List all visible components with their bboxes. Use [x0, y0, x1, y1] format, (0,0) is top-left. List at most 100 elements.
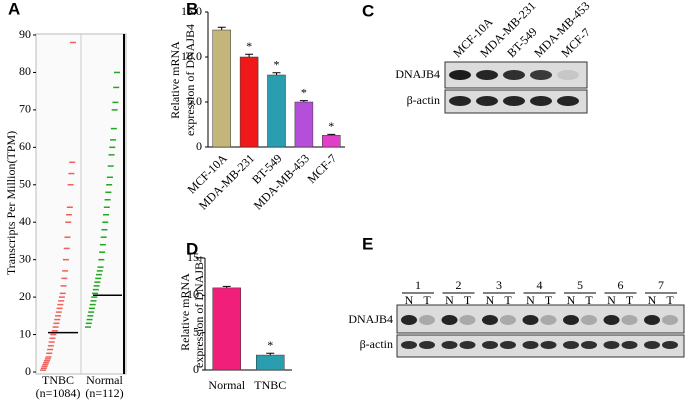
bar: [267, 74, 286, 148]
panel-letter: B: [186, 0, 198, 18]
y-tick-label: 10: [187, 287, 199, 301]
band: [621, 315, 638, 325]
panel-letter: E: [362, 234, 373, 253]
bar: [212, 287, 241, 371]
band: [581, 315, 597, 325]
y-tick-label: 40: [19, 214, 31, 228]
lane-label: T: [545, 293, 553, 307]
band: [419, 315, 435, 325]
lane-label: N: [526, 293, 535, 307]
y-tick-label: 10.0: [181, 49, 202, 63]
blot-row: [396, 334, 685, 358]
lane-label: N: [648, 293, 657, 307]
band: [522, 341, 539, 349]
y-axis-label: Relative mRNA: [168, 41, 182, 119]
band: [401, 341, 417, 349]
y-axis-label: Transcripts Per Million(TPM): [4, 131, 18, 275]
error-bar: [217, 26, 226, 30]
y-tick-label: 5.0: [187, 94, 202, 108]
bar: [239, 56, 259, 148]
y-tick-label: 80: [19, 64, 31, 78]
y-tick-label: 20: [19, 289, 31, 303]
error-bar: [272, 72, 281, 75]
bar: [256, 354, 285, 371]
x-sublabel: (n=112): [85, 386, 123, 400]
y-tick-label: 30: [19, 251, 31, 265]
lane-label: T: [626, 293, 634, 307]
lane-label: T: [464, 293, 472, 307]
band: [476, 70, 498, 80]
band: [441, 341, 458, 349]
group-label: 3: [496, 278, 502, 292]
group-label: 6: [618, 278, 624, 292]
band: [503, 70, 525, 80]
significance: *: [246, 39, 252, 53]
band: [476, 96, 498, 106]
band: [644, 341, 660, 349]
band: [581, 341, 597, 349]
band: [557, 70, 579, 80]
bar: [212, 29, 231, 148]
band: [540, 341, 557, 349]
significance: *: [267, 338, 273, 352]
lane-label: N: [607, 293, 616, 307]
band: [557, 96, 579, 106]
bar: [322, 135, 341, 148]
x-tick-label: Normal: [208, 378, 245, 392]
band: [563, 315, 579, 325]
y-tick-label: 10: [19, 326, 31, 340]
blot-row: [396, 304, 685, 334]
group-label: 2: [456, 278, 462, 292]
y-tick-label: 50: [19, 177, 31, 191]
y-tick-label: 0: [25, 364, 31, 378]
group-label: 7: [658, 278, 664, 292]
band: [482, 315, 498, 325]
band: [530, 70, 552, 80]
y-tick-label: 0: [196, 139, 202, 153]
error-bar: [327, 133, 336, 136]
blot-row-label: β-actin: [407, 93, 440, 107]
band: [530, 96, 552, 106]
group-label: 5: [577, 278, 583, 292]
y-tick-label: 15: [187, 250, 199, 264]
band: [644, 315, 660, 325]
band: [621, 341, 638, 349]
lane-label: N: [567, 293, 576, 307]
y-axis-label: Relative mRNA: [178, 273, 192, 351]
band: [449, 96, 471, 106]
x-tick-label: TNBC: [254, 378, 286, 392]
y-tick-label: 5: [193, 324, 199, 338]
x-tick-label: Normal: [86, 373, 123, 387]
band: [603, 315, 620, 325]
lane-label: T: [504, 293, 512, 307]
y-axis-label: expression of DNAJB4: [183, 24, 197, 136]
error-bar: [266, 352, 275, 356]
band: [459, 341, 476, 349]
error-bar: [245, 53, 254, 57]
x-tick-label: TNBC: [42, 373, 74, 387]
bar: [294, 101, 314, 148]
y-tick-label: 60: [19, 139, 31, 153]
band: [441, 315, 458, 325]
y-tick-label: 70: [19, 102, 31, 116]
blot-row-label: β-actin: [360, 337, 393, 351]
band: [449, 70, 471, 80]
y-tick-label: 90: [19, 27, 31, 41]
band: [662, 341, 678, 349]
error-bar: [299, 100, 308, 102]
blot-row-label: DNAJB4: [395, 67, 440, 81]
significance: *: [328, 119, 334, 133]
band: [419, 341, 435, 349]
y-tick-label: 15.0: [181, 4, 202, 18]
band: [503, 96, 525, 106]
x-sublabel: (n=1084): [36, 386, 81, 400]
blot-row-label: DNAJB4: [348, 312, 393, 326]
group-label: 1: [415, 278, 421, 292]
panel-letter: A: [8, 0, 20, 18]
band: [459, 315, 476, 325]
band: [522, 315, 539, 325]
group-label: 4: [537, 278, 543, 292]
band: [563, 341, 579, 349]
panel-letter: C: [362, 1, 374, 20]
